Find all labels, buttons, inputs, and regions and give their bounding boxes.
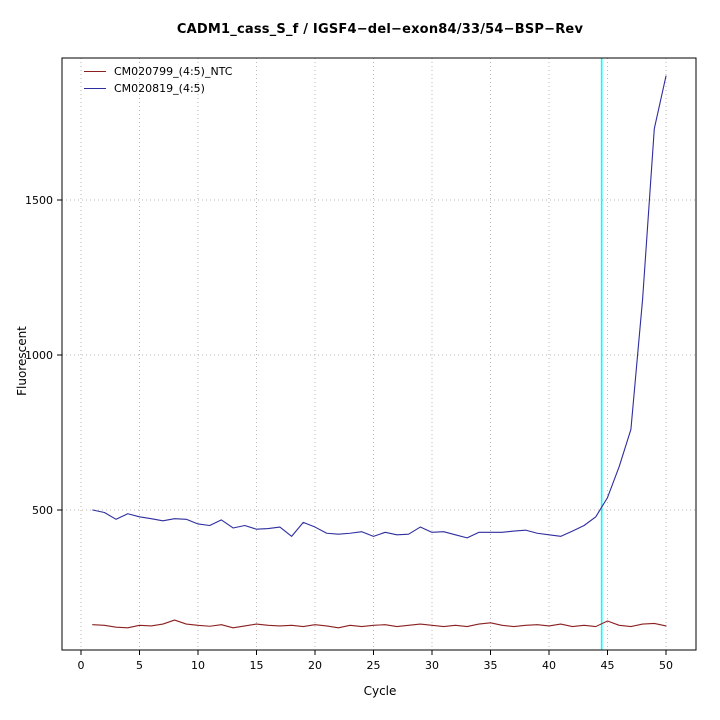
gridlines bbox=[62, 58, 696, 650]
series-line-ntc bbox=[92, 619, 667, 629]
x-tick-label: 0 bbox=[78, 659, 85, 672]
y-tick-label: 500 bbox=[32, 504, 53, 517]
y-tick-label: 1000 bbox=[25, 349, 53, 362]
x-tick-label: 5 bbox=[136, 659, 143, 672]
series-line-sample bbox=[92, 75, 667, 539]
x-tick-label: 15 bbox=[250, 659, 264, 672]
x-tick-label: 35 bbox=[484, 659, 498, 672]
legend: CM020799_(4:5)_NTC CM020819_(4:5) bbox=[84, 64, 232, 95]
x-tick-label: 30 bbox=[425, 659, 439, 672]
legend-item-ntc: CM020799_(4:5)_NTC bbox=[84, 64, 232, 78]
x-tick-label: 45 bbox=[601, 659, 615, 672]
plot-border bbox=[61, 57, 697, 651]
axis-ticks: 0 5 10 15 20 25 30 35 40 45 50 500 1000 1500 bbox=[25, 194, 673, 672]
y-axis-label: Fluorescent bbox=[15, 326, 29, 396]
y-tick-label: 1500 bbox=[25, 194, 53, 207]
legend-label-sample: CM020819_(4:5) bbox=[114, 81, 205, 95]
x-tick-label: 40 bbox=[542, 659, 556, 672]
x-tick-label: 10 bbox=[191, 659, 205, 672]
legend-label-ntc: CM020799_(4:5)_NTC bbox=[114, 64, 233, 78]
x-tick-label: 50 bbox=[659, 659, 673, 672]
chart-title: CADM1_cass_S_f / IGSF4−del−exon84/33/54−… bbox=[176, 22, 584, 37]
x-tick-label: 25 bbox=[367, 659, 381, 672]
legend-line-swatch-sample bbox=[84, 87, 106, 89]
x-tick-label: 20 bbox=[308, 659, 322, 672]
legend-item-sample: CM020819_(4:5) bbox=[84, 81, 232, 95]
legend-line-swatch-ntc bbox=[84, 70, 106, 72]
x-axis-label: Cycle bbox=[363, 684, 397, 698]
